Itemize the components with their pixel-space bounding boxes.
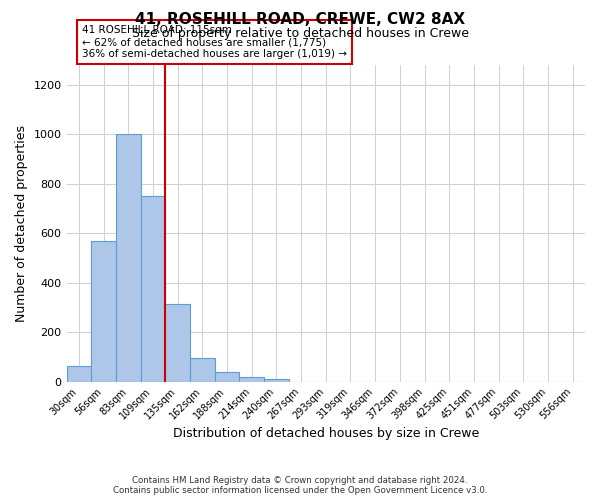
Text: 41 ROSEHILL ROAD: 115sqm
← 62% of detached houses are smaller (1,775)
36% of sem: 41 ROSEHILL ROAD: 115sqm ← 62% of detach…: [82, 26, 347, 58]
Text: Size of property relative to detached houses in Crewe: Size of property relative to detached ho…: [131, 28, 469, 40]
Bar: [67, 366, 91, 382]
Bar: [239, 376, 264, 382]
Bar: [140, 196, 165, 382]
Bar: [215, 372, 239, 382]
Bar: [165, 304, 190, 382]
X-axis label: Distribution of detached houses by size in Crewe: Distribution of detached houses by size …: [173, 427, 479, 440]
Bar: [116, 134, 140, 382]
Bar: [264, 379, 289, 382]
Text: Contains HM Land Registry data © Crown copyright and database right 2024.
Contai: Contains HM Land Registry data © Crown c…: [113, 476, 487, 495]
Bar: [91, 240, 116, 382]
Y-axis label: Number of detached properties: Number of detached properties: [15, 125, 28, 322]
Text: 41, ROSEHILL ROAD, CREWE, CW2 8AX: 41, ROSEHILL ROAD, CREWE, CW2 8AX: [135, 12, 465, 28]
Bar: [190, 358, 215, 382]
